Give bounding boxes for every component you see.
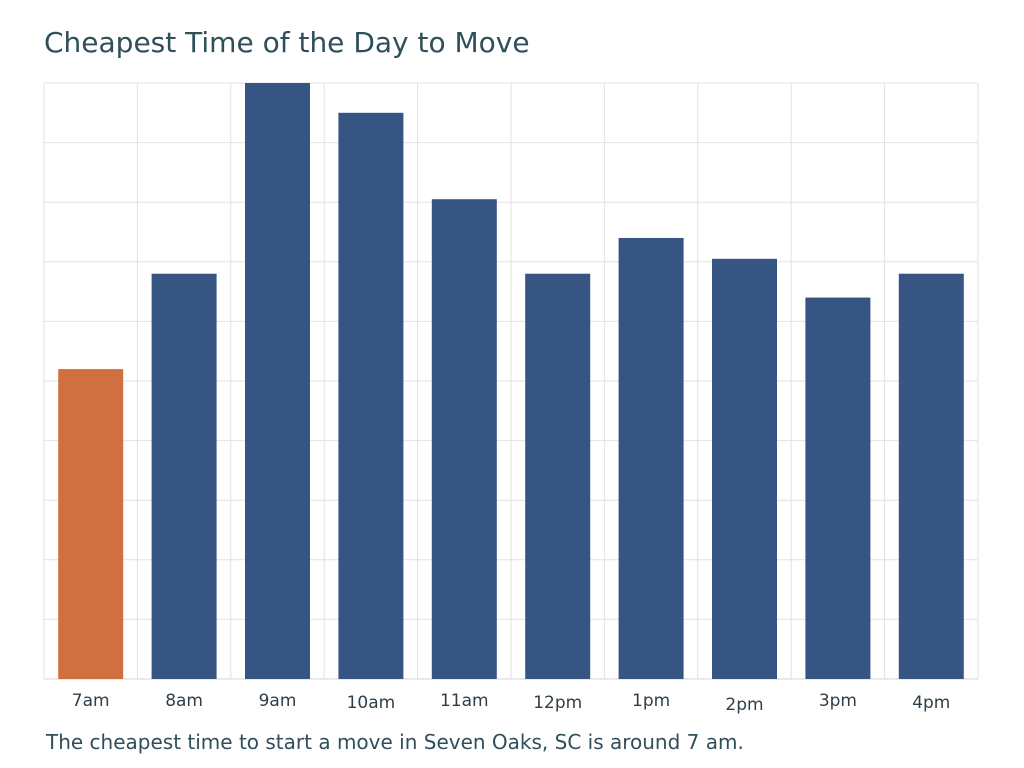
bar-2pm [712,258,777,679]
x-axis-labels: 7am 8am 9am 10am 11am 12pm 1pm 2pm 3pm 4pm [72,691,951,715]
bar-3pm [805,297,871,679]
x-tick-label: 1pm [632,691,670,711]
bar-8am [151,273,217,679]
x-tick-label: 10am [347,693,396,713]
bar-9am [245,83,310,679]
bar-11am [431,199,497,679]
bar-7am [58,369,124,679]
bar-10am [338,112,404,680]
x-tick-label: 4pm [912,693,950,713]
x-tick-label: 12pm [533,693,582,713]
bars [58,83,964,680]
x-tick-label: 2pm [725,695,763,715]
x-tick-label: 8am [165,691,203,711]
x-tick-label: 3pm [819,691,857,711]
bar-1pm [618,237,684,679]
x-tick-label: 11am [440,691,489,711]
bar-4pm [898,273,964,679]
bar-12pm [525,273,591,679]
chart-title: Cheapest Time of the Day to Move [44,26,530,59]
x-tick-label: 7am [72,691,110,711]
chart-caption: The cheapest time to start a move in Sev… [46,730,744,754]
x-tick-label: 9am [259,691,297,711]
